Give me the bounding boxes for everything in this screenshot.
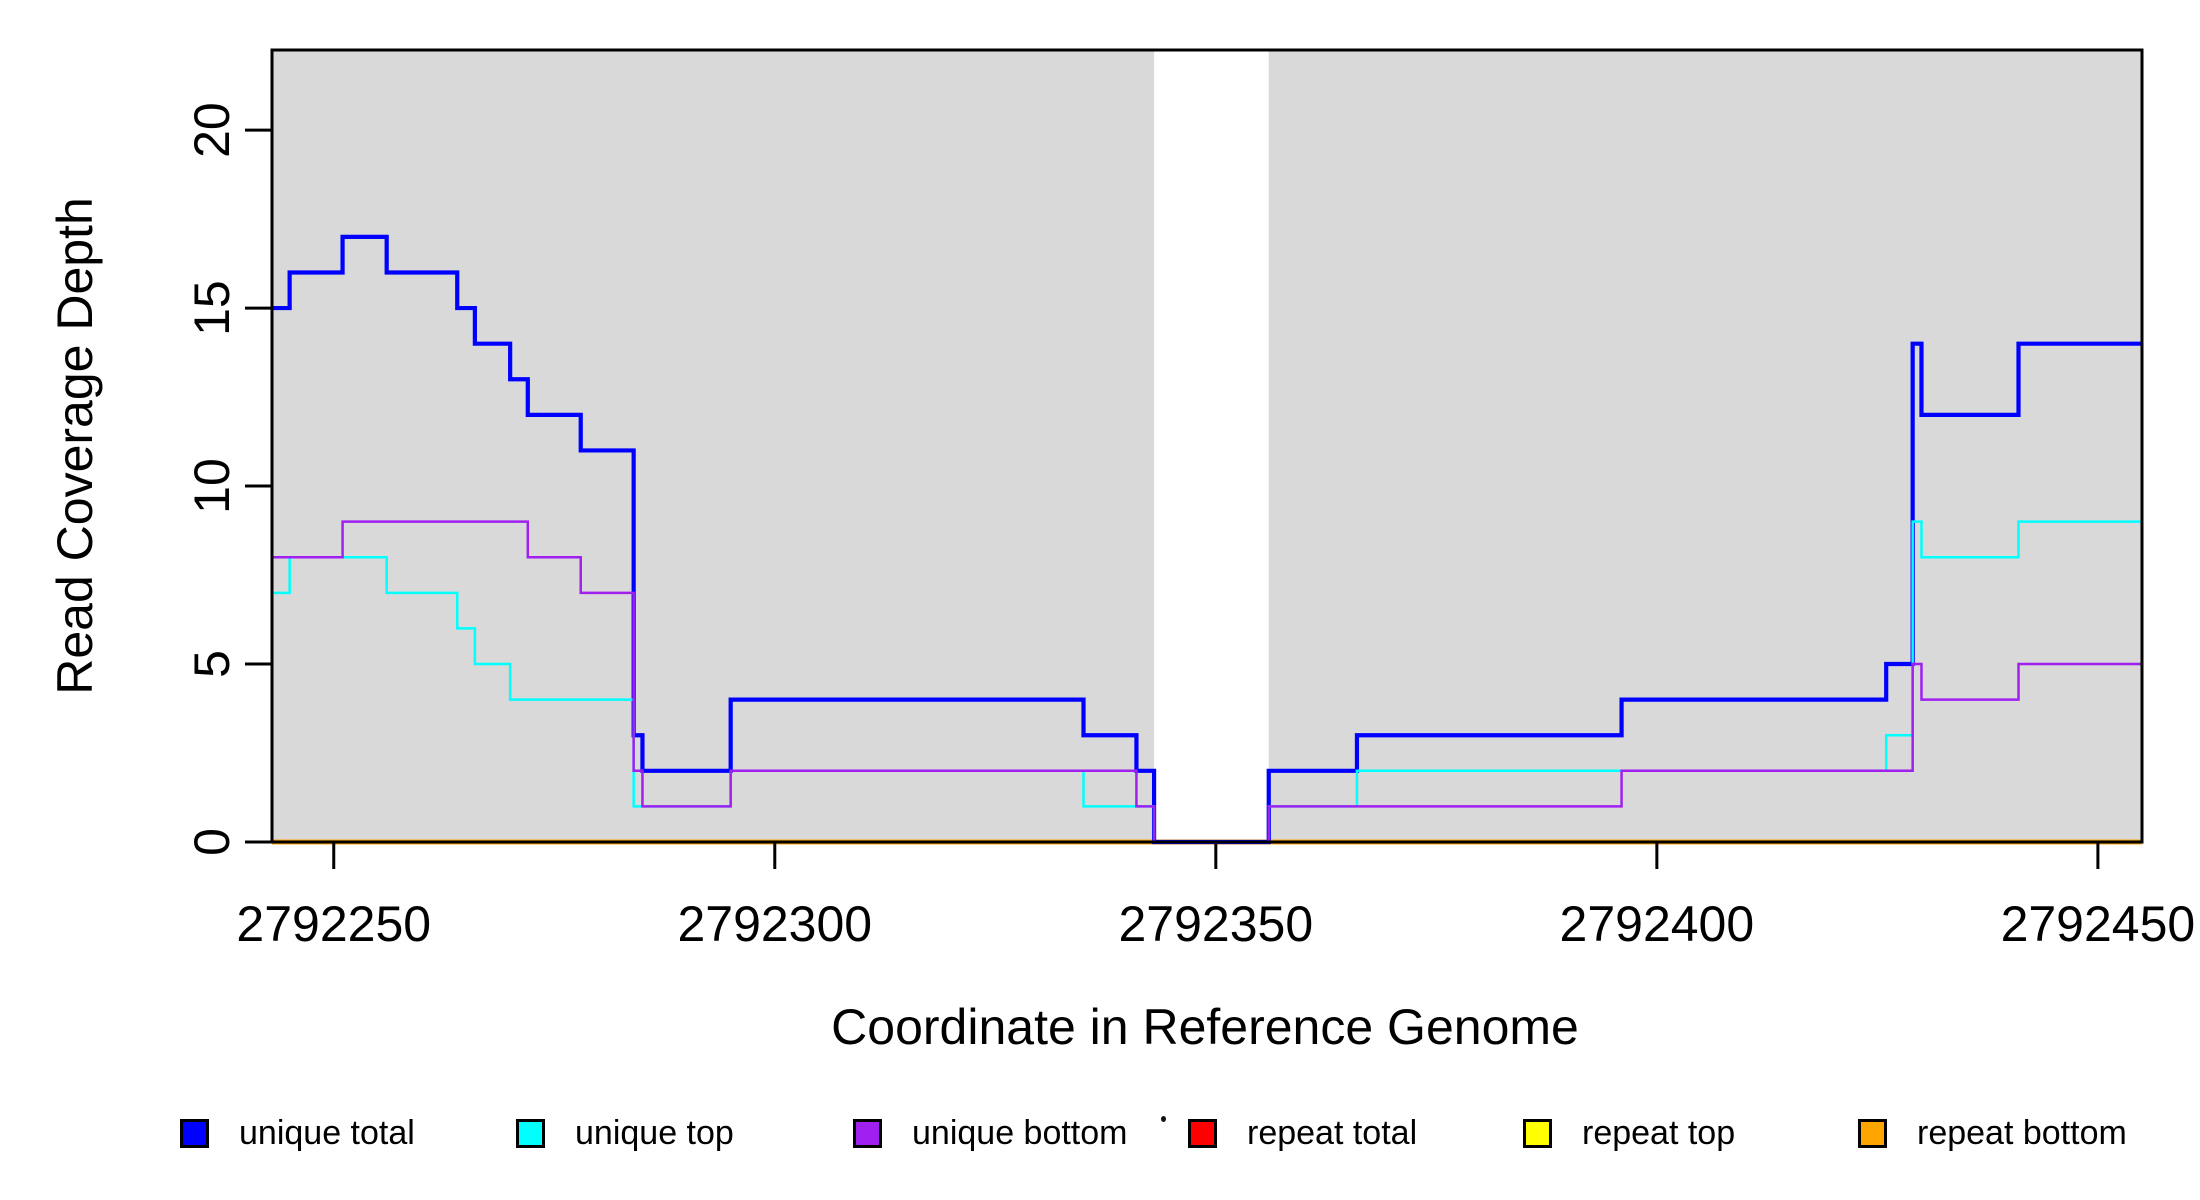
x-tick-label: 2792450 [2001,896,2196,952]
series-line-unique-total [272,234,2142,845]
shaded-region [1268,50,2142,842]
y-tick-label: 15 [184,280,240,336]
x-tick-label: 2792400 [1560,896,1755,952]
y-tick-label: 5 [184,650,240,678]
x-axis-title: Coordinate in Reference Genome [831,999,1579,1055]
y-axis-title: Read Coverage Depth [47,197,103,695]
series-line-unique-top [272,520,2142,844]
x-tick-label: 2792350 [1118,896,1313,952]
y-tick-label: 20 [184,102,240,158]
stray-dot [1161,1116,1166,1122]
y-tick-label: 0 [184,828,240,856]
y-tick-label: 10 [184,458,240,514]
plot-border [270,48,2144,844]
x-tick-label: 2792300 [677,896,872,952]
shaded-region [272,50,1155,842]
series-line-unique-bottom [272,520,2142,844]
x-tick-label: 2792250 [236,896,431,952]
